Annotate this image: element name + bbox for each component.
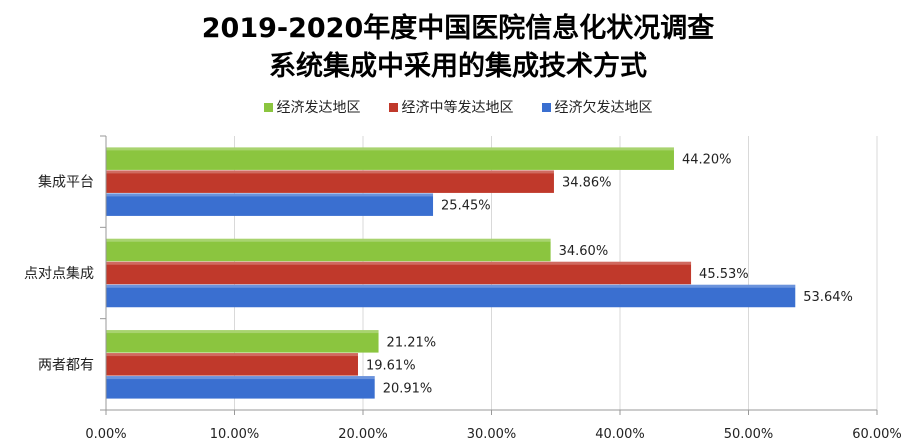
bar [106,170,554,193]
legend-label-developed: 经济发达地区 [276,100,361,116]
data-label: 53.64% [803,290,853,305]
data-label: 45.53% [699,267,749,282]
bar [106,238,551,262]
data-label: 21.21% [387,335,437,350]
legend-swatch-underdeveloped [541,102,551,112]
bar-highlight [106,193,434,197]
legend-item-mid-developed: 经济中等发达地区 [388,97,514,117]
data-label: 25.45% [441,199,491,214]
data-label: 20.91% [383,381,433,396]
bar-highlight [106,147,674,151]
x-tick-label: 10.00% [210,427,260,442]
chart-title: 2019-2020年度中国医院信息化状况调查 [201,13,715,44]
legend-item-developed: 经济发达地区 [263,97,361,117]
data-label: 44.20% [682,153,732,168]
data-label: 34.86% [562,176,612,191]
x-tick-label: 20.00% [338,427,388,442]
bar [106,261,692,285]
legend-item-underdeveloped: 经济欠发达地区 [541,97,653,117]
x-tick-label: 30.00% [467,427,517,442]
bar [106,147,674,170]
bar-highlight [106,261,692,265]
legend-swatch-mid-developed [388,102,398,112]
bar [106,353,358,376]
bar-highlight [106,376,375,380]
y-category-label: 集成平台 [38,174,94,191]
chart-subtitle: 系统集成中采用的集成技术方式 [269,51,647,82]
x-tick-label: 50.00% [724,427,774,442]
bar [106,284,796,308]
bar [106,193,434,216]
legend-label-underdeveloped: 经济欠发达地区 [554,100,653,116]
bar-highlight [106,170,554,174]
bar-highlight [106,284,796,288]
data-label: 34.60% [559,244,609,259]
legend-swatch-developed [263,102,273,112]
bar-highlight [106,238,551,242]
bar [106,376,375,399]
bar [106,330,379,353]
y-category-label: 两者都有 [38,357,94,373]
x-tick-label: 60.00% [852,427,902,442]
x-tick-label: 0.00% [85,427,126,442]
bar-highlight [106,330,379,334]
chart-legend: 经济发达地区 经济中等发达地区 经济欠发达地区 [0,97,916,117]
data-label: 19.61% [366,358,416,373]
bar-highlight [106,353,358,357]
legend-label-mid-developed: 经济中等发达地区 [401,100,514,116]
x-tick-label: 40.00% [595,427,645,442]
y-category-label: 点对点集成 [24,265,94,282]
